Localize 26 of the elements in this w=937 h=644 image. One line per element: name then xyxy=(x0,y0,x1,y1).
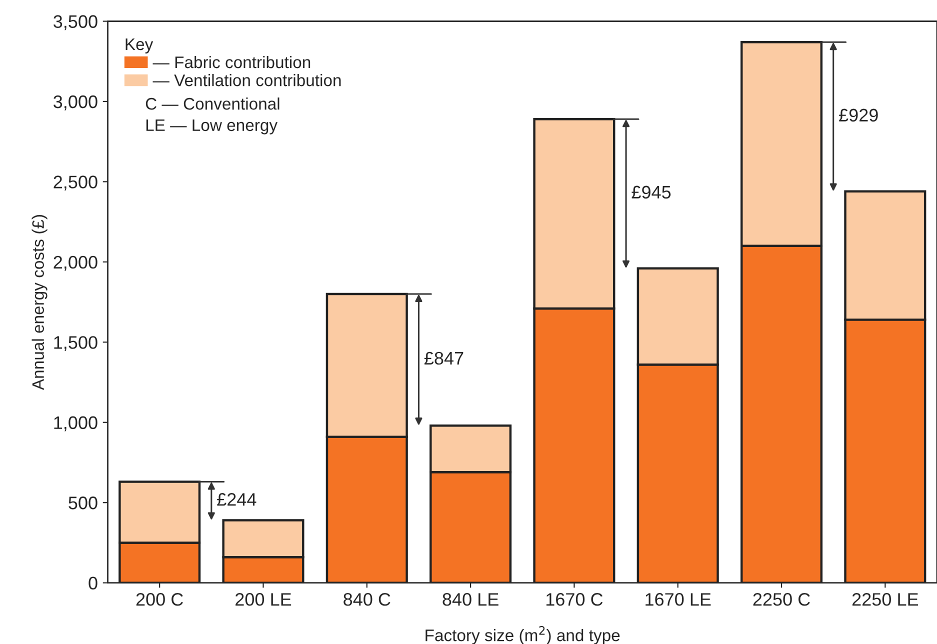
y-axis-title: Annual energy costs (£) xyxy=(32,215,48,390)
x-tick-label: 200 C xyxy=(136,593,183,606)
x-tick-label: 2250 C xyxy=(753,593,810,606)
legend-label: — Fabric contribution xyxy=(152,56,310,68)
annotation: £929 xyxy=(839,108,878,122)
y-tick-label: 3,500 xyxy=(54,15,98,30)
annotation: £244 xyxy=(217,493,256,506)
y-tick-label: 0 xyxy=(88,576,98,590)
x-tick-label: 840 LE xyxy=(442,593,498,606)
y-tick-label: 500 xyxy=(68,496,98,510)
x-tick-label: 840 C xyxy=(344,593,390,606)
y-tick-label: 1,000 xyxy=(54,416,98,432)
annotation: £945 xyxy=(632,186,671,199)
annotation: £847 xyxy=(424,352,464,365)
legend-label: — Ventilation contribution xyxy=(152,74,341,86)
x-tick-label: 1670 LE xyxy=(646,593,711,606)
legend-title: Key xyxy=(126,38,154,54)
y-tick-label: 2,500 xyxy=(54,176,98,191)
y-tick-label: 2,000 xyxy=(54,256,98,271)
y-tick-label: 3,000 xyxy=(54,95,98,110)
annotation: C — Conventional xyxy=(146,97,280,110)
annotation: LE — Low energy xyxy=(146,119,278,134)
y-tick-label: 1,500 xyxy=(54,336,98,351)
x-tick-label: 1670 C xyxy=(546,593,603,606)
x-tick-label: 2250 LE xyxy=(852,593,918,606)
x-tick-label: 200 LE xyxy=(236,593,292,606)
